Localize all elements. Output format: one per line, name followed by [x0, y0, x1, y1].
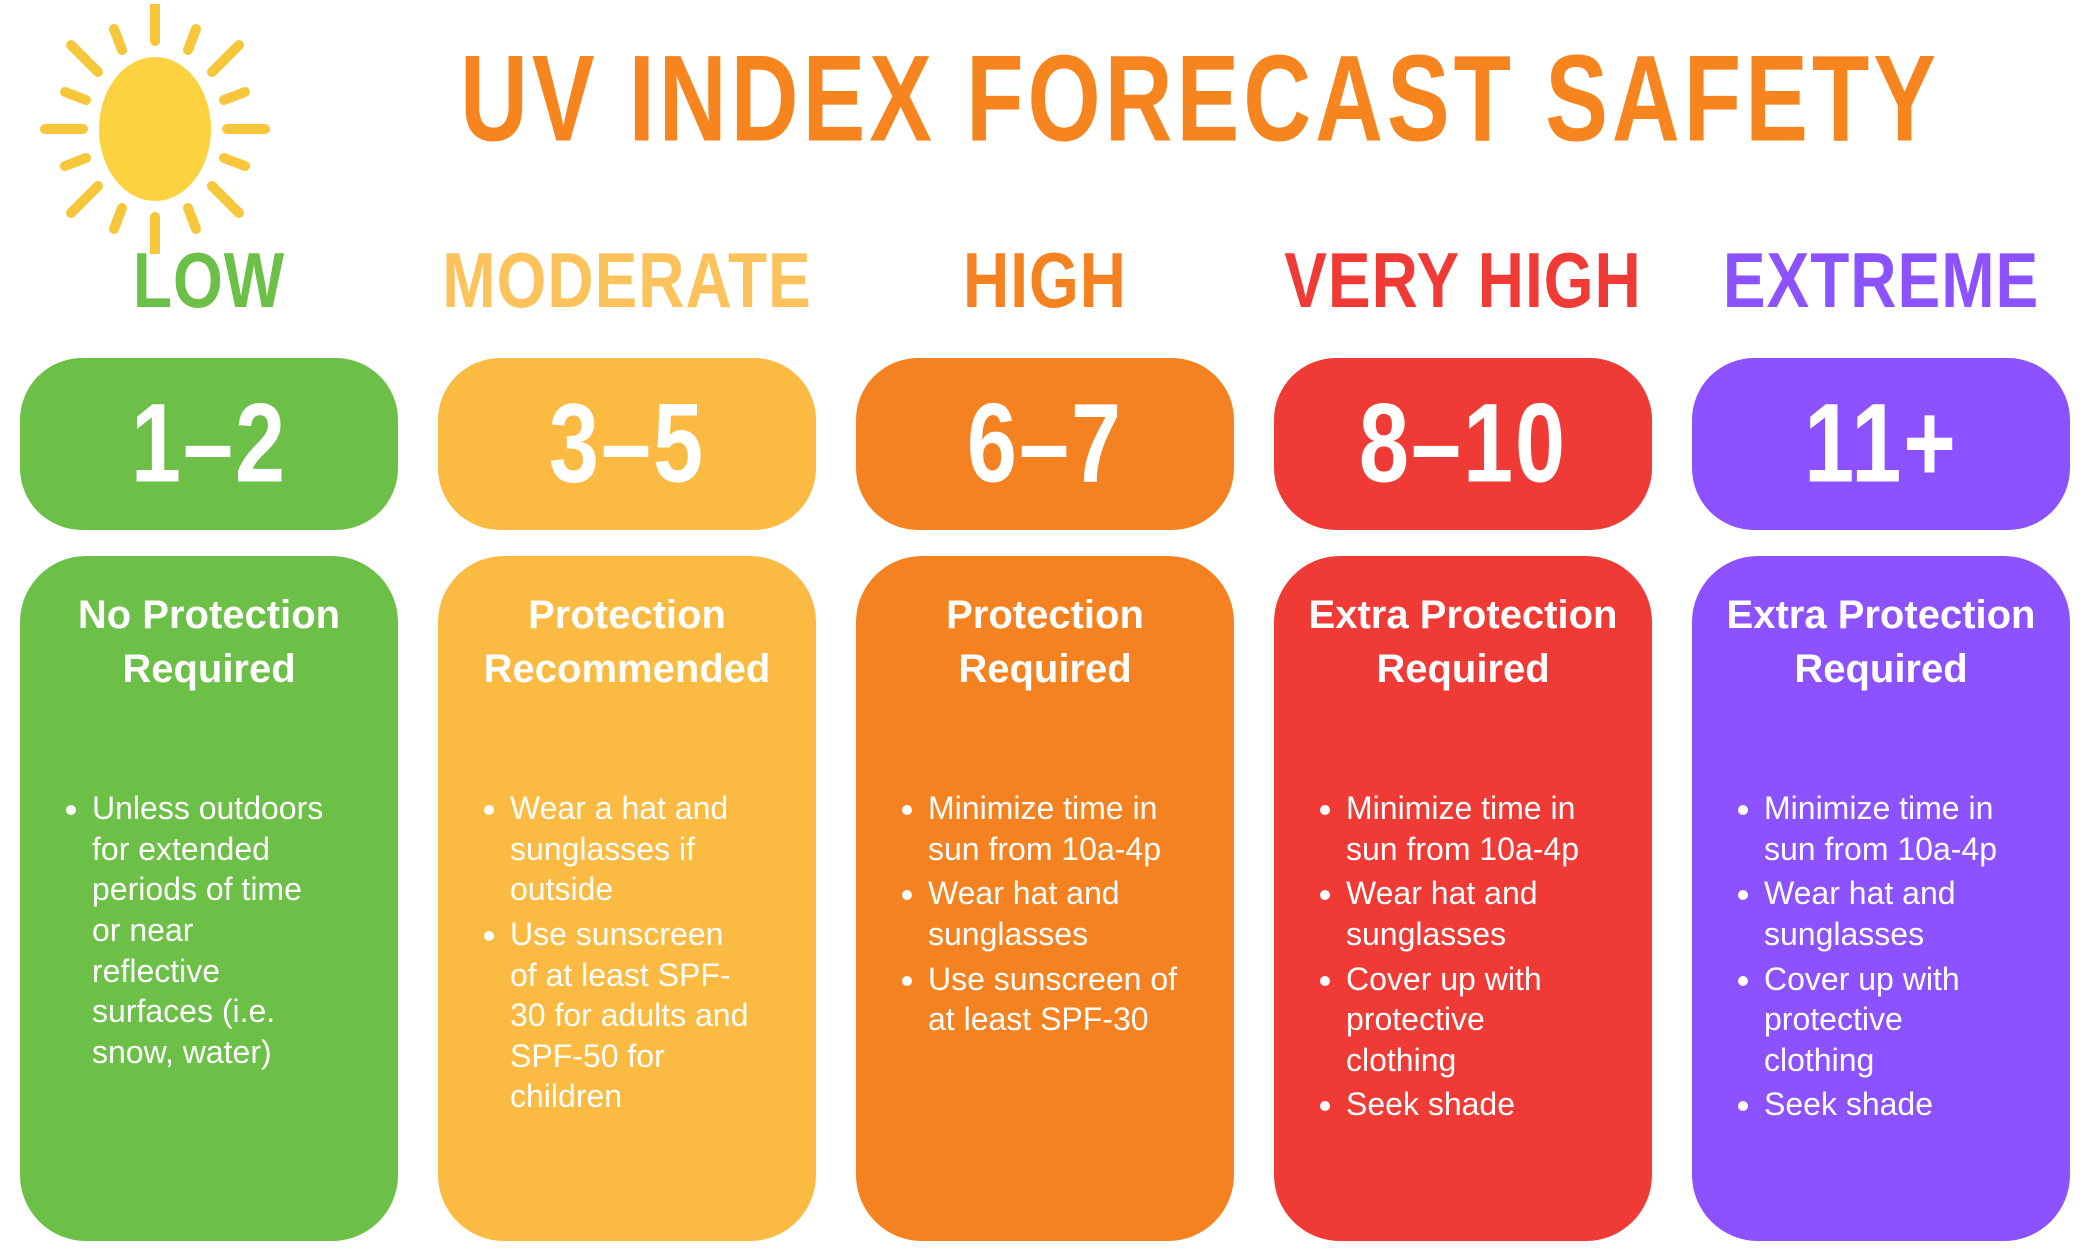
card-title: Extra Protection Required	[1726, 593, 2036, 691]
bullet: Wear hat and sunglasses	[1764, 873, 2014, 954]
card-extreme: Extra Protection Required Minimize time …	[1692, 556, 2070, 1241]
level-labels: LOW MODERATE HIGH VERY HIGH EXTREME	[0, 238, 2090, 323]
bullet: Cover up with protective clothing	[1346, 959, 1596, 1081]
sun-icon	[0, 0, 310, 254]
bullet-list: Wear a hat and sunglasses if outside Use…	[438, 788, 816, 1117]
bullet: Seek shade	[1764, 1084, 2014, 1125]
card-title: Protection Required	[946, 593, 1144, 691]
bullet: Wear hat and sunglasses	[928, 873, 1178, 954]
label-low: LOW	[132, 236, 286, 325]
card-title: No Protection Required	[77, 593, 341, 691]
range-pill-high: 6–7	[856, 358, 1234, 530]
range-value: 1–2	[130, 381, 288, 507]
range-value: 6–7	[966, 381, 1124, 507]
bullet: Use sunscreen of at least SPF-30	[928, 959, 1178, 1040]
card-title: Protection Recommended	[483, 593, 771, 691]
bullet: Unless outdoors for extended periods of …	[92, 788, 327, 1072]
range-pill-very-high: 8–10	[1274, 358, 1652, 530]
range-value: 3–5	[548, 381, 706, 507]
card-title: Extra Protection Required	[1308, 593, 1618, 691]
bullet: Minimize time in sun from 10a-4p	[1764, 788, 2014, 869]
label-moderate: MODERATE	[442, 236, 812, 325]
bullet: Use sunscreen of at least SPF-30 for adu…	[510, 914, 750, 1117]
sun-rays	[40, 4, 270, 254]
range-value: 8–10	[1358, 381, 1568, 507]
header: UV INDEX FORECAST SAFETY	[0, 0, 2090, 254]
bullet: Wear hat and sunglasses	[1346, 873, 1596, 954]
bullet: Minimize time in sun from 10a-4p	[928, 788, 1178, 869]
bullet-list: Minimize time in sun from 10a-4p Wear ha…	[1692, 788, 2070, 1125]
card-high: Protection Required Minimize time in sun…	[856, 556, 1234, 1241]
label-extreme: EXTREME	[1722, 236, 2040, 325]
bullet-list: Unless outdoors for extended periods of …	[20, 788, 398, 1072]
card-moderate: Protection Recommended Wear a hat and su…	[438, 556, 816, 1241]
range-value: 11+	[1804, 381, 1958, 507]
bullet: Seek shade	[1346, 1084, 1596, 1125]
bullet: Wear a hat and sunglasses if outside	[510, 788, 750, 910]
card-low: No Protection Required Unless outdoors f…	[20, 556, 398, 1241]
card-very-high: Extra Protection Required Minimize time …	[1274, 556, 1652, 1241]
advice-cards: No Protection Required Unless outdoors f…	[0, 556, 2090, 1241]
range-pill-extreme: 11+	[1692, 358, 2070, 530]
bullet-list: Minimize time in sun from 10a-4p Wear ha…	[1274, 788, 1652, 1125]
label-high: HIGH	[963, 236, 1127, 325]
bullet: Cover up with protective clothing	[1764, 959, 2014, 1081]
range-pill-low: 1–2	[20, 358, 398, 530]
index-ranges: 1–2 3–5 6–7 8–10 11+	[0, 358, 2090, 530]
sun-core	[99, 57, 211, 201]
bullet: Minimize time in sun from 10a-4p	[1346, 788, 1596, 869]
page-title: UV INDEX FORECAST SAFETY	[459, 30, 1941, 167]
range-pill-moderate: 3–5	[438, 358, 816, 530]
label-very-high: VERY HIGH	[1284, 236, 1642, 325]
bullet-list: Minimize time in sun from 10a-4p Wear ha…	[856, 788, 1234, 1040]
